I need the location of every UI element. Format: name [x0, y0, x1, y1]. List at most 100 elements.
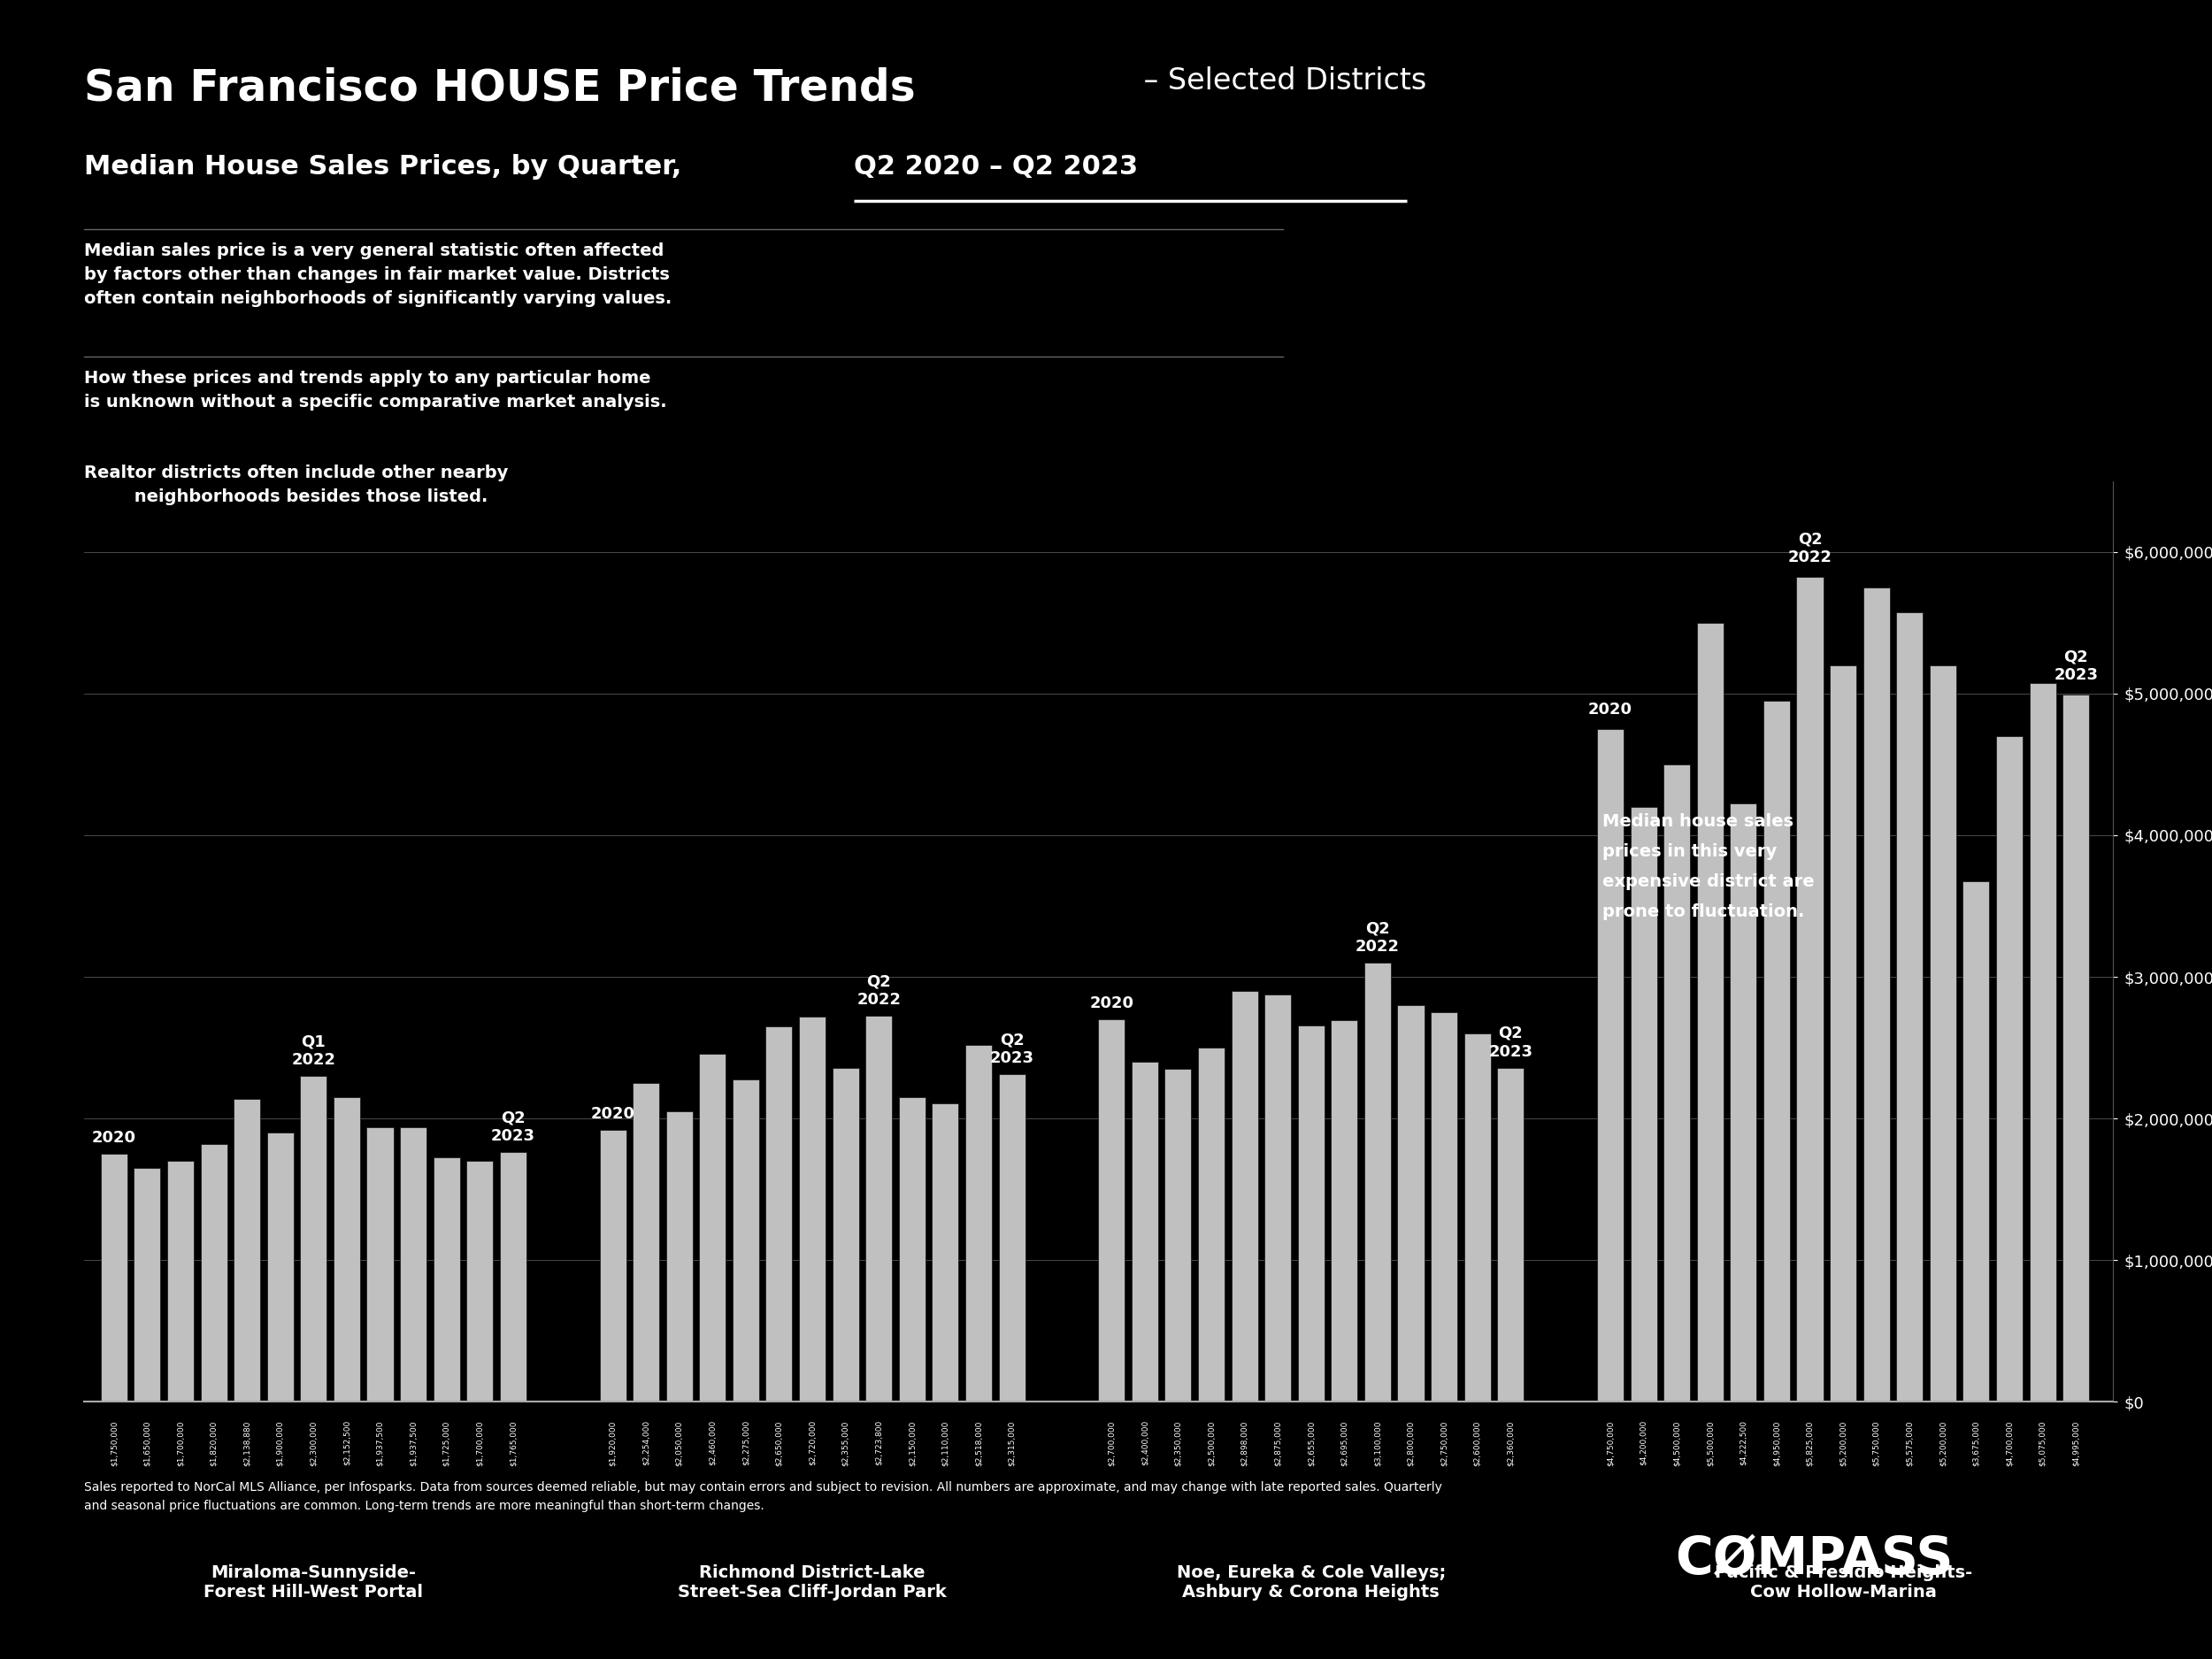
Text: San Francisco HOUSE Price Trends: San Francisco HOUSE Price Trends	[84, 66, 916, 109]
Text: $1,920,000: $1,920,000	[608, 1420, 617, 1467]
Text: Median house sales
prices in this very
expensive district are
prone to fluctuati: Median house sales prices in this very e…	[1604, 813, 1814, 921]
Bar	[964, 1045, 991, 1402]
Bar	[699, 1053, 726, 1402]
Bar	[334, 1097, 361, 1402]
Text: Miraloma-Sunnyside-
Forest Hill-West Portal: Miraloma-Sunnyside- Forest Hill-West Por…	[204, 1564, 422, 1601]
Bar	[732, 1080, 759, 1402]
Text: $2,138,880: $2,138,880	[243, 1420, 250, 1467]
Bar	[367, 1128, 394, 1402]
Text: Q1
2022: Q1 2022	[292, 1034, 336, 1068]
Text: $1,750,000: $1,750,000	[111, 1420, 117, 1467]
Text: $4,950,000: $4,950,000	[1772, 1420, 1781, 1467]
Text: Q2
2022: Q2 2022	[1356, 921, 1400, 956]
Bar	[1863, 587, 1889, 1402]
Text: $4,500,000: $4,500,000	[1672, 1420, 1681, 1467]
Bar	[765, 1027, 792, 1402]
Text: $2,254,000: $2,254,000	[641, 1420, 650, 1465]
Bar	[500, 1151, 526, 1402]
Bar	[1697, 622, 1723, 1402]
Text: $2,723,800: $2,723,800	[874, 1420, 883, 1465]
Text: Pacific & Presidio Heights-
Cow Hollow-Marina: Pacific & Presidio Heights- Cow Hollow-M…	[1714, 1564, 1971, 1601]
Text: $2,650,000: $2,650,000	[774, 1420, 783, 1467]
Bar	[467, 1161, 493, 1402]
Text: $2,500,000: $2,500,000	[1208, 1420, 1214, 1467]
Text: 2020: 2020	[591, 1107, 635, 1121]
Bar	[998, 1073, 1024, 1402]
Text: – Selected Districts: – Selected Districts	[1135, 66, 1427, 96]
Text: Noe, Eureka & Cole Valleys;
Ashbury & Corona Heights: Noe, Eureka & Cole Valleys; Ashbury & Co…	[1177, 1564, 1447, 1601]
Text: $5,750,000: $5,750,000	[1871, 1420, 1880, 1467]
Text: Median sales price is a very general statistic often affected
by factors other t: Median sales price is a very general sta…	[84, 242, 672, 307]
Text: $2,350,000: $2,350,000	[1175, 1420, 1181, 1467]
Bar	[1265, 995, 1292, 1402]
Text: How these prices and trends apply to any particular home
is unknown without a sp: How these prices and trends apply to any…	[84, 370, 666, 411]
Bar	[1829, 665, 1856, 1402]
Bar	[1730, 803, 1756, 1402]
Bar	[2062, 695, 2088, 1402]
Text: $3,675,000: $3,675,000	[1973, 1420, 1980, 1467]
Bar	[1464, 1034, 1491, 1402]
Bar	[1929, 665, 1955, 1402]
Bar	[301, 1077, 327, 1402]
Text: $1,820,000: $1,820,000	[210, 1420, 217, 1467]
Text: $5,200,000: $5,200,000	[1940, 1420, 1947, 1467]
Bar	[1498, 1067, 1524, 1402]
Text: Median House Sales Prices, by Quarter,: Median House Sales Prices, by Quarter,	[84, 154, 690, 179]
Text: $2,898,000: $2,898,000	[1241, 1420, 1248, 1467]
Bar	[666, 1112, 692, 1402]
Bar	[832, 1068, 858, 1402]
Bar	[633, 1083, 659, 1402]
Text: 2020: 2020	[1091, 995, 1135, 1012]
Text: $1,937,500: $1,937,500	[409, 1420, 418, 1467]
Bar	[1630, 806, 1657, 1402]
Text: $1,900,000: $1,900,000	[276, 1420, 283, 1467]
Text: $5,500,000: $5,500,000	[1705, 1420, 1714, 1467]
Text: $2,275,000: $2,275,000	[741, 1420, 750, 1465]
Text: Q2
2023: Q2 2023	[1489, 1025, 1533, 1060]
Text: $2,110,000: $2,110,000	[942, 1420, 949, 1467]
Text: $1,700,000: $1,700,000	[476, 1420, 484, 1467]
Text: $4,995,000: $4,995,000	[2073, 1420, 2079, 1467]
Text: $1,650,000: $1,650,000	[144, 1420, 150, 1467]
Bar	[201, 1145, 228, 1402]
Text: $1,725,000: $1,725,000	[442, 1420, 451, 1467]
Text: $1,765,000: $1,765,000	[509, 1420, 518, 1467]
Text: $2,720,000: $2,720,000	[807, 1420, 816, 1465]
Text: $2,518,000: $2,518,000	[975, 1420, 982, 1467]
Bar	[1199, 1048, 1225, 1402]
Text: $2,150,000: $2,150,000	[909, 1420, 916, 1467]
Text: Richmond District-Lake
Street-Sea Cliff-Jordan Park: Richmond District-Lake Street-Sea Cliff-…	[677, 1564, 947, 1601]
Text: Q2
2023: Q2 2023	[989, 1032, 1033, 1067]
Bar	[898, 1097, 925, 1402]
Bar	[1597, 728, 1624, 1402]
Bar	[168, 1161, 195, 1402]
Text: $2,875,000: $2,875,000	[1274, 1420, 1281, 1467]
Text: $2,400,000: $2,400,000	[1141, 1420, 1148, 1465]
Bar	[234, 1098, 261, 1402]
Bar	[1099, 1019, 1126, 1402]
Bar	[1763, 700, 1790, 1402]
Bar	[1398, 1005, 1425, 1402]
Text: Q2
2023: Q2 2023	[491, 1110, 535, 1145]
Text: $2,300,000: $2,300,000	[310, 1420, 319, 1467]
Bar	[931, 1103, 958, 1402]
Bar	[1896, 612, 1922, 1402]
Bar	[1166, 1068, 1192, 1402]
Text: Q2 2020 – Q2 2023: Q2 2020 – Q2 2023	[854, 154, 1137, 179]
Text: $4,700,000: $4,700,000	[2006, 1420, 2013, 1467]
Text: $2,655,000: $2,655,000	[1307, 1420, 1316, 1467]
Bar	[1431, 1012, 1458, 1402]
Bar	[1995, 737, 2022, 1402]
Text: Q2
2022: Q2 2022	[856, 974, 900, 1009]
Bar	[268, 1133, 294, 1402]
Bar	[599, 1130, 626, 1402]
Text: $4,750,000: $4,750,000	[1606, 1420, 1615, 1467]
Bar	[1663, 765, 1690, 1402]
Text: $4,222,500: $4,222,500	[1739, 1420, 1747, 1465]
Text: $2,360,000: $2,360,000	[1506, 1420, 1515, 1467]
Text: $2,695,000: $2,695,000	[1340, 1420, 1349, 1467]
Text: $5,575,000: $5,575,000	[1907, 1420, 1913, 1467]
Text: $2,750,000: $2,750,000	[1440, 1420, 1449, 1467]
Text: $5,075,000: $5,075,000	[2039, 1420, 2046, 1467]
Bar	[1332, 1020, 1358, 1402]
